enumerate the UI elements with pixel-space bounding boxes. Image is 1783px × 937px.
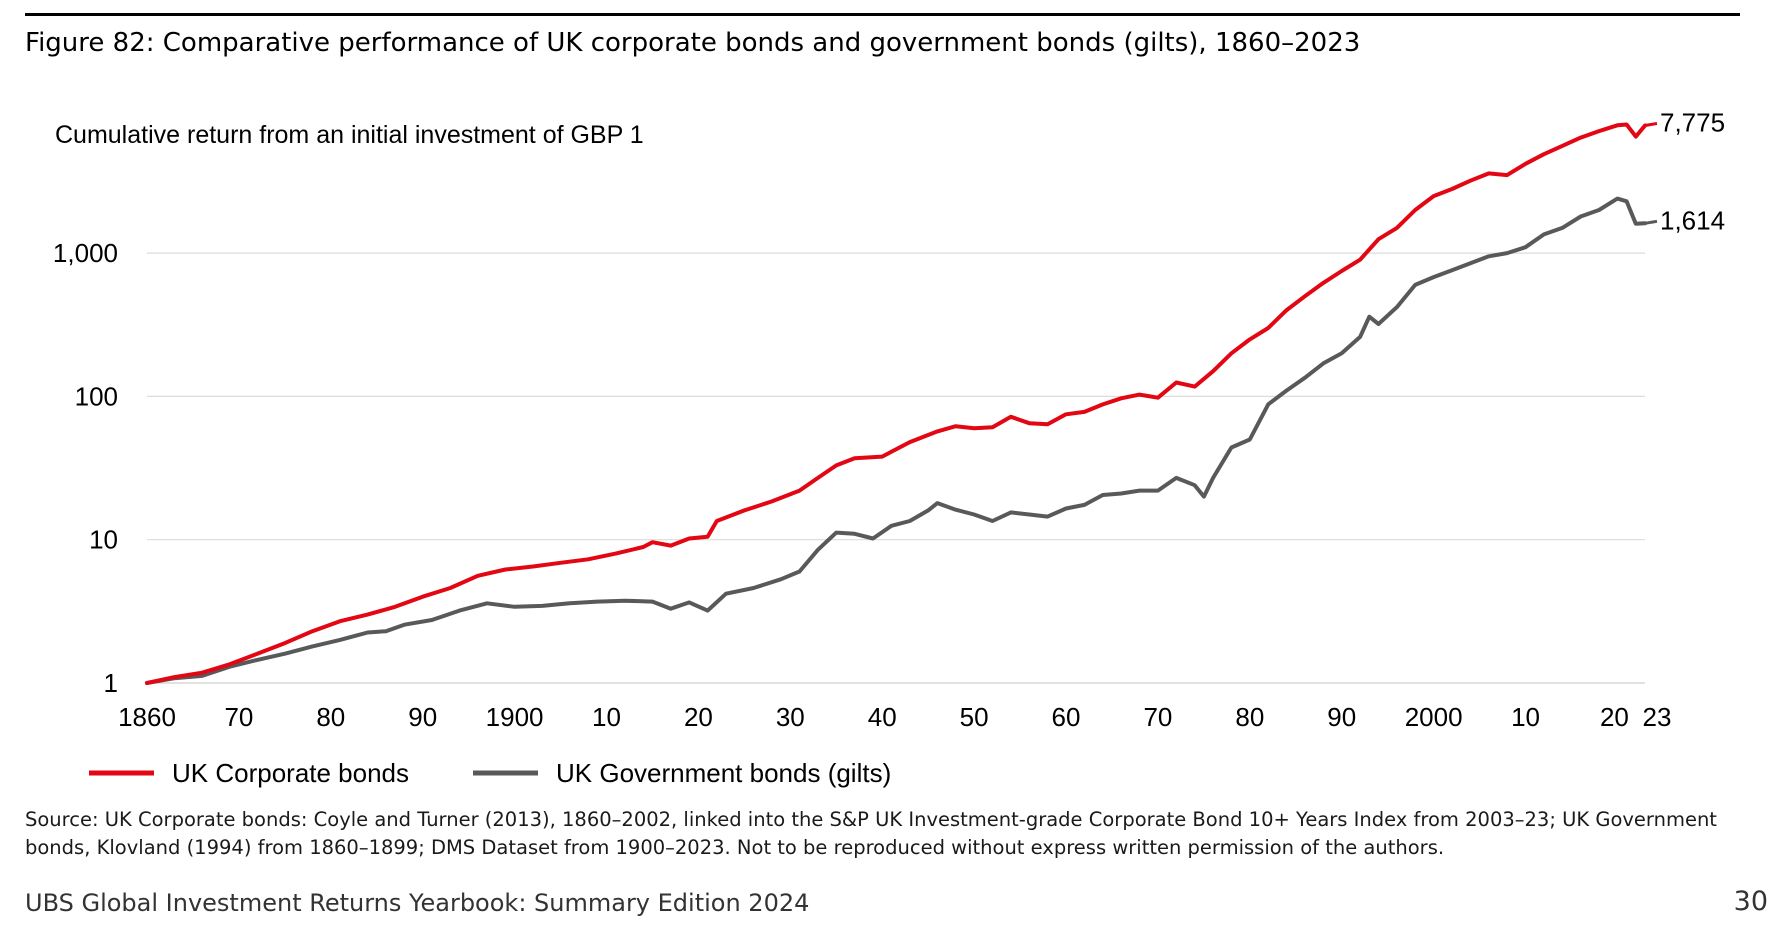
grid-lines <box>147 252 1645 684</box>
x-tick-label: 50 <box>960 702 989 732</box>
x-tick-label: 90 <box>1327 702 1356 732</box>
footer-text: UBS Global Investment Returns Yearbook: … <box>25 889 810 917</box>
end-label-leader <box>1644 219 1658 225</box>
end-labels: 1,614 7,775 <box>1644 107 1725 235</box>
legend-label: UK Government bonds (gilts) <box>556 758 891 788</box>
x-tick-label: 1900 <box>486 702 544 732</box>
x-tick-label: 80 <box>1235 702 1264 732</box>
y-tick-label: 10 <box>89 525 118 555</box>
x-tick-label: 70 <box>1143 702 1172 732</box>
series-line-uk-corporate-bonds <box>145 122 1647 685</box>
chart: Cumulative return from an initial invest… <box>53 107 1725 788</box>
page-number: 30 <box>1733 886 1768 917</box>
x-tick-label: 20 <box>684 702 713 732</box>
legend: UK Corporate bonds UK Government bonds (g… <box>89 758 891 788</box>
chart-subtitle: Cumulative return from an initial invest… <box>55 121 644 149</box>
figure-title: Figure 82: Comparative performance of UK… <box>25 28 1361 58</box>
x-tick-label: 1860 <box>118 702 176 732</box>
x-tick-label: 10 <box>592 702 621 732</box>
y-tick-label: 1 <box>104 668 118 698</box>
source-note: Source: UK Corporate bonds: Coyle and Tu… <box>25 808 1717 859</box>
x-tick-label: 2000 <box>1405 702 1463 732</box>
y-tick-label: 100 <box>75 381 118 411</box>
x-tick-label: 23 <box>1643 702 1672 732</box>
series-lines <box>145 122 1647 685</box>
end-label: 1,614 <box>1660 205 1725 235</box>
x-tick-label: 70 <box>224 702 253 732</box>
x-axis: 1860 70 80 90 1900 10 20 30 40 50 60 70 80 90 2000 10 20… <box>118 702 1671 732</box>
x-tick-label: 20 <box>1600 702 1629 732</box>
top-rule <box>25 13 1740 16</box>
y-axis: 1 10 100 1,000 <box>53 238 118 698</box>
y-tick-label: 1,000 <box>53 238 118 268</box>
series-line-uk-government-bonds-gilts <box>145 196 1647 685</box>
x-tick-label: 90 <box>408 702 437 732</box>
legend-label: UK Corporate bonds <box>172 758 409 788</box>
x-tick-label: 30 <box>776 702 805 732</box>
x-tick-label: 80 <box>316 702 345 732</box>
end-label-leader <box>1644 121 1658 127</box>
end-label: 7,775 <box>1660 107 1725 137</box>
x-tick-label: 40 <box>868 702 897 732</box>
x-tick-label: 60 <box>1052 702 1081 732</box>
x-tick-label: 10 <box>1511 702 1540 732</box>
